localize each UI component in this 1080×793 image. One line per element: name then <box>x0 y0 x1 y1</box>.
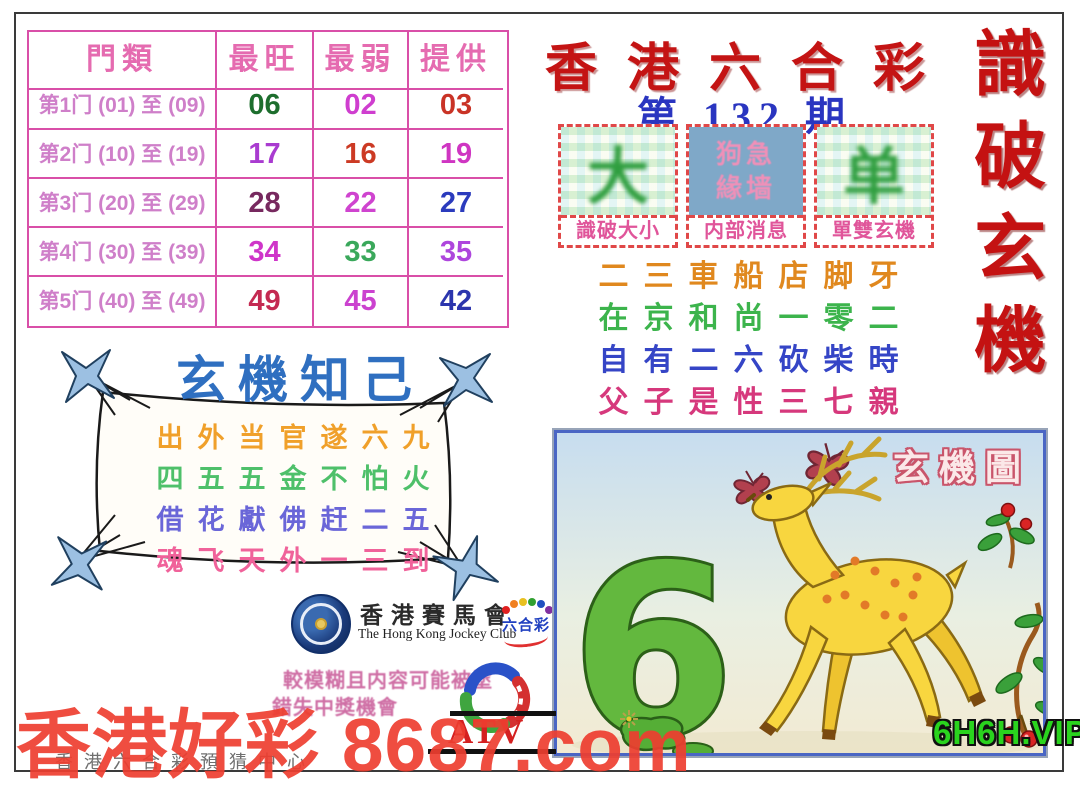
lottery-balls-icon <box>502 598 553 614</box>
hot-number: 17 <box>215 130 312 179</box>
bird-icon <box>61 349 115 403</box>
sparkle-icon <box>620 710 638 728</box>
row-label: 第2门 (10) 至 (19) <box>29 130 215 179</box>
weak-number: 45 <box>312 277 407 326</box>
green-number-six: 6 <box>571 516 735 756</box>
hkjc-name-cn: 香港賽馬會 <box>360 603 515 628</box>
tip-box-odd-even: 单 單雙玄機 <box>814 124 934 248</box>
disclaimer-line: 錯失中獎機會 <box>272 697 398 719</box>
tip-box-label: 識破大小 <box>561 215 675 245</box>
poem-line: 借花獻佛赶二五 <box>156 505 444 535</box>
hooves <box>759 691 986 740</box>
watermark-site-text: 香港好彩 8687.com <box>16 703 692 787</box>
tip-box-inside-info: 狗急 緣墙 内部消息 <box>686 124 806 248</box>
atv-swirl-icon <box>459 662 531 734</box>
cherries-icon <box>1002 714 1038 748</box>
offer-number: 03 <box>407 81 503 130</box>
idiom-line: 緣墙 <box>715 173 776 203</box>
atv-bar <box>428 749 556 754</box>
weak-number: 22 <box>312 179 407 228</box>
disclaimer-line: 較模糊且内容可能被塗 <box>283 670 493 692</box>
hkjc-logo <box>291 594 351 654</box>
poem-line: 自有二六砍柴時 <box>598 344 914 377</box>
mystery-picture-inner: 玄機圖 6 <box>554 430 1046 756</box>
atv-logo-text: ATV <box>448 712 526 751</box>
deer-illustration <box>746 436 986 740</box>
tip-box-label: 單雙玄機 <box>817 215 931 245</box>
mystery-picture-box: 玄機圖 6 <box>552 428 1048 758</box>
row-label: 第5门 (40) 至 (49) <box>38 290 206 313</box>
mark-six-logo: 六合彩 <box>498 596 554 652</box>
hot-number: 34 <box>215 228 312 277</box>
poem-line: 父子是性三七親 <box>598 386 914 419</box>
poem-line: 四五五金不怕火 <box>156 464 444 494</box>
page-title: 香港六合彩 <box>545 41 956 98</box>
idiom-image: 狗急 緣墙 <box>689 127 803 215</box>
mystery-poem: 二三車船店脚牙 在京和尚一零二 自有二六砍柴時 父子是性三七親 <box>560 256 952 424</box>
offer-number: 19 <box>407 130 503 179</box>
offer-number: 27 <box>407 179 503 228</box>
banner-poem: 出外当官遂六九 四五五金不怕火 借花獻佛赶二五 魂飞天外一三到 <box>145 418 455 582</box>
col-header-weakest: 最弱 <box>312 32 407 90</box>
hkjc-logo-ring <box>300 603 342 645</box>
col-header-offer: 提供 <box>407 32 503 90</box>
berry-branch <box>995 602 1043 737</box>
mark-six-label: 六合彩 <box>501 617 550 634</box>
hkjc-logo-hub <box>315 618 327 630</box>
footer-center-name: 香港六合彩預猜中心 <box>55 752 316 772</box>
tip-box-label: 内部消息 <box>689 215 803 245</box>
hkjc-name-en: The Hong Kong Jockey Club <box>358 626 517 641</box>
weak-number: 16 <box>312 130 407 179</box>
mosaic-glyph: 单 <box>842 143 905 212</box>
col-header-hottest: 最旺 <box>215 32 312 90</box>
idiom-line: 狗急 <box>715 139 776 169</box>
page-border-frame <box>14 12 1064 772</box>
atv-bar <box>450 711 556 716</box>
poem-line: 在京和尚一零二 <box>598 302 914 335</box>
mosaic-image: 大 <box>561 127 675 215</box>
offer-number: 42 <box>407 277 503 326</box>
row-label: 第1门 (01) 至 (09) <box>29 81 215 130</box>
berry-branch <box>977 502 1035 569</box>
poem-line: 出外当官遂六九 <box>156 423 444 453</box>
offer-number: 35 <box>407 228 503 277</box>
weak-number: 02 <box>312 81 407 130</box>
mosaic-glyph: 大 <box>586 143 649 212</box>
col-header-category: 門類 <box>29 32 215 90</box>
hot-number: 06 <box>215 81 312 130</box>
poem-line: 魂飞天外一三到 <box>156 546 444 576</box>
mosaic-image: 单 <box>817 127 931 215</box>
row-label: 第3门 (20) 至 (29) <box>29 179 215 228</box>
mystery-picture-scene: 6 <box>557 433 1043 756</box>
hot-number: 28 <box>215 179 312 228</box>
antlers <box>804 436 888 502</box>
side-vertical-title: 識破玄機 <box>962 26 1043 394</box>
hot-number: 49 <box>215 277 312 326</box>
tip-box-big-small: 大 識破大小 <box>558 124 678 248</box>
banner-title: 玄機知己 <box>176 352 424 408</box>
poem-line: 二三車船店脚牙 <box>598 260 914 293</box>
category-table: 門類 最旺 最弱 提供 第1门 (01) 至 (09) 06 02 03 第2门… <box>27 30 509 328</box>
deer-spots <box>822 556 922 622</box>
weak-number: 33 <box>312 228 407 277</box>
row-label: 第4门 (30) 至 (39) <box>29 228 215 277</box>
picture-label: 玄機圖 <box>892 448 1031 488</box>
banner-illustration <box>48 349 500 603</box>
corner-site-text: 6H6H.VIP <box>933 714 1080 751</box>
